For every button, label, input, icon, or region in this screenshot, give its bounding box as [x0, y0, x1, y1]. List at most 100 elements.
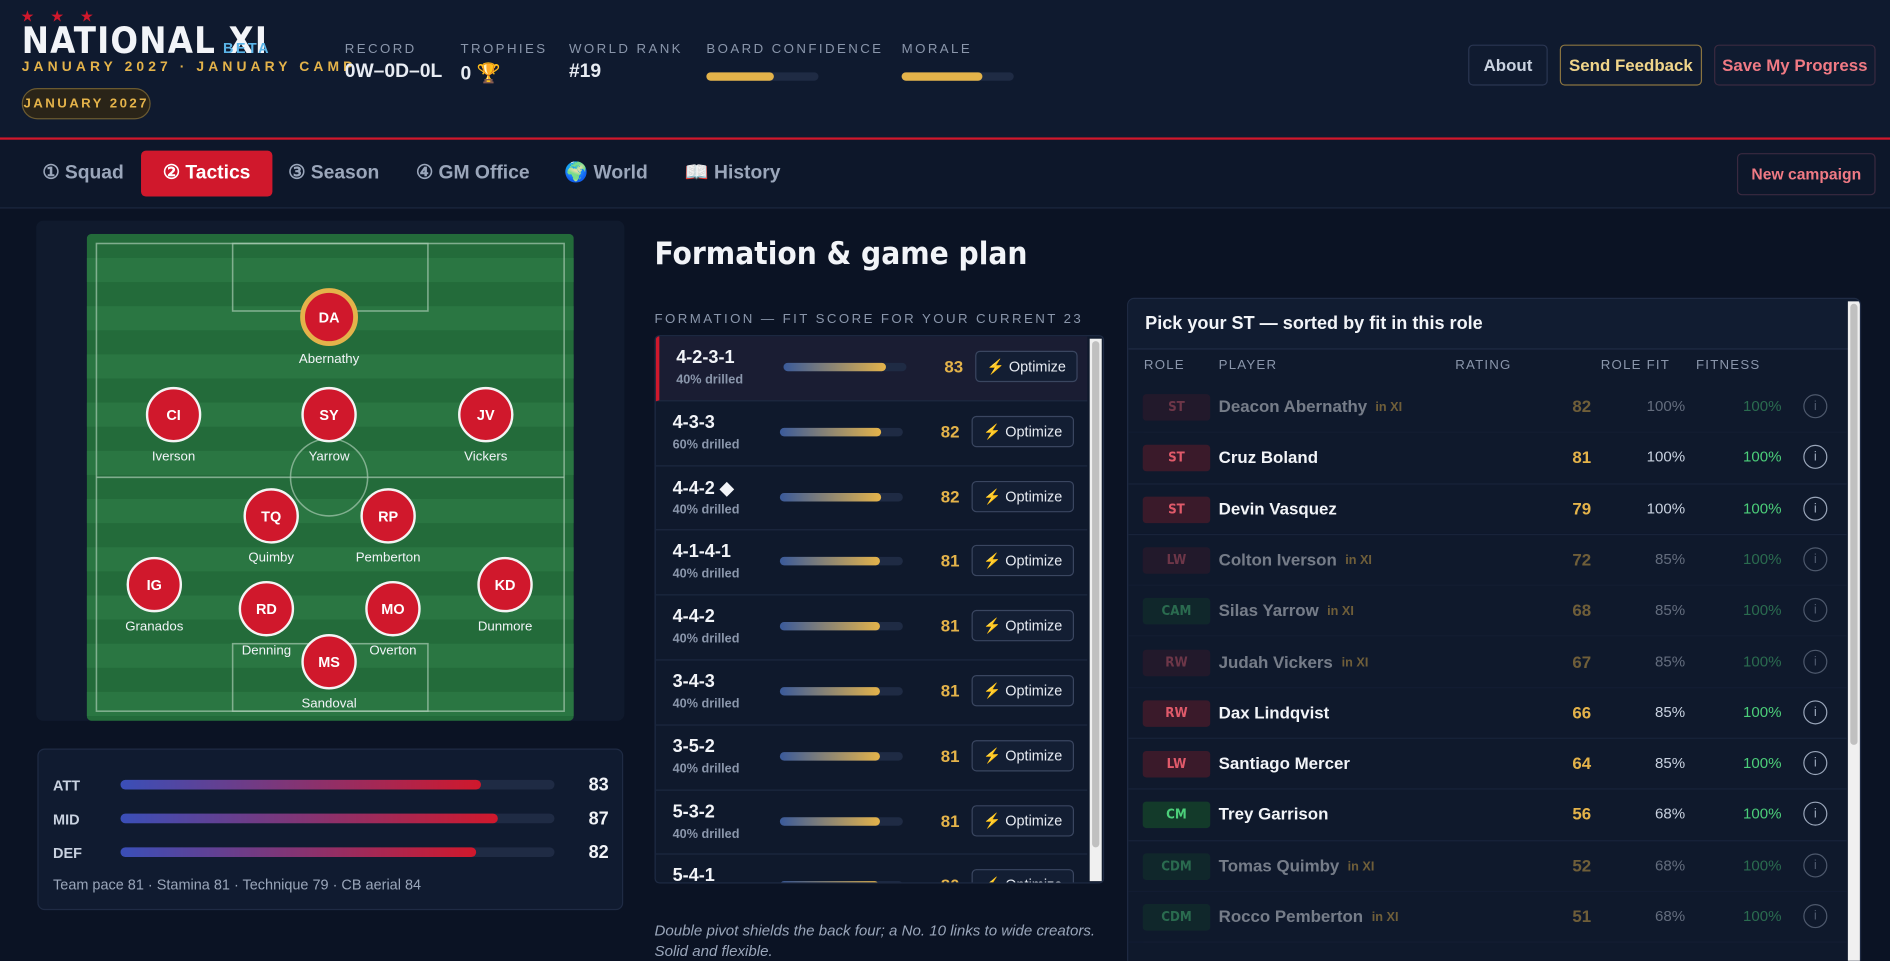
in-xi-tag: in XI [1327, 604, 1354, 619]
in-xi-tag: in XI [1345, 553, 1372, 568]
player-name: Deacon Abernathy [1218, 396, 1368, 416]
info-button[interactable]: i [1803, 496, 1828, 521]
formation-row[interactable]: 4-4-2 40% drilled 81 ⚡ Optimize [655, 596, 1088, 661]
formation-row[interactable]: 4-4-2 ◆ 40% drilled 82 ⚡ Optimize [655, 466, 1088, 531]
info-button[interactable]: i [1803, 853, 1828, 878]
formation-name: 5-4-1 [672, 865, 715, 884]
player-row[interactable]: LW Colton Iverson in XI 72 85% 100% i [1128, 535, 1847, 587]
player-rating: 81 [1572, 447, 1592, 467]
player-row[interactable]: ST Devin Vasquez 79 100% 100% i [1128, 484, 1847, 536]
in-xi-tag: in XI [1375, 400, 1403, 415]
nav-tab[interactable]: ① Squad [42, 162, 124, 184]
info-button[interactable]: i [1803, 445, 1828, 470]
role-badge: CDM [1142, 853, 1211, 880]
player-row[interactable]: CDM Tomas Quimby in XI 52 68% 100% i [1128, 841, 1847, 892]
fit-track [779, 751, 903, 761]
info-button[interactable]: i [1803, 751, 1828, 776]
fit-bar [779, 881, 879, 883]
formation-name: 3-5-2 [672, 736, 715, 757]
role-fit: 85% [1654, 703, 1686, 721]
formation-name: 5-3-2 [672, 801, 715, 822]
pitch: DA Abernathy CI Iverson SY Yarrow JV Vickers TQ Q… [86, 233, 574, 721]
player-name: Denning [242, 643, 291, 658]
player-row[interactable]: CM Trey Garrison 56 68% 100% i [1128, 790, 1847, 841]
strength-note: Team pace 81 · Stamina 81 · Technique 79… [53, 876, 422, 894]
player-token [477, 556, 533, 613]
player-row[interactable]: RW Dax Lindqvist 66 85% 100% i [1128, 688, 1847, 740]
info-button[interactable]: i [1803, 547, 1828, 572]
header-button[interactable]: About [1468, 44, 1548, 86]
player-name: Abernathy [299, 351, 360, 366]
fitness: 100% [1743, 856, 1782, 874]
section-label: FORMATION — FIT SCORE FOR YOUR CURRENT 2… [654, 312, 1084, 327]
formation-drilled: 40% drilled [672, 567, 740, 582]
optimize-button[interactable]: ⚡ Optimize [971, 739, 1075, 772]
optimize-button[interactable]: ⚡ Optimize [971, 480, 1075, 512]
optimize-button[interactable]: ⚡ Optimize [971, 804, 1075, 837]
player-name: Tomas Quimby [1218, 855, 1340, 875]
picker-title: Pick your ST — sorted by fit in this rol… [1145, 313, 1483, 334]
nav-tab[interactable]: 📖 History [684, 162, 781, 184]
fit-bar [779, 751, 880, 761]
picker-header [1128, 298, 1860, 350]
formation-row[interactable]: 4-1-4-1 40% drilled 81 ⚡ Optimize [655, 531, 1088, 596]
player-row[interactable]: CAM Silas Yarrow in XI 68 85% 100% i [1128, 586, 1847, 638]
player-rating: 79 [1572, 498, 1592, 518]
player-name: Granados [125, 618, 184, 633]
player-name: Judah Vickers [1218, 651, 1333, 671]
player-token [301, 386, 357, 443]
optimize-button[interactable]: ⚡ Optimize [971, 869, 1075, 883]
optimize-button[interactable]: ⚡ Optimize [975, 350, 1078, 383]
scrollbar-thumb [1092, 341, 1100, 848]
in-xi-tag: in XI [1371, 910, 1399, 925]
fit-score: 81 [940, 681, 960, 701]
player-name: Vickers [464, 448, 508, 463]
player-row[interactable]: CDM Rocco Pemberton in XI 51 68% 100% i [1128, 892, 1847, 943]
header-button[interactable]: Save My Progress [1714, 44, 1876, 86]
header-button[interactable]: Send Feedback [1559, 44, 1703, 86]
role-fit: 85% [1654, 601, 1686, 619]
fit-score: 81 [940, 551, 960, 571]
player-name: Iverson [152, 448, 195, 463]
formation-row[interactable]: 4-3-3 60% drilled 82 ⚡ Optimize [655, 401, 1088, 467]
optimize-button[interactable]: ⚡ Optimize [971, 545, 1075, 577]
player-initials: CI [166, 408, 180, 424]
info-button[interactable]: i [1803, 802, 1828, 827]
formation-row[interactable]: 3-4-3 40% drilled 81 ⚡ Optimize [655, 661, 1088, 726]
fitness: 100% [1743, 805, 1782, 823]
role-fit: 85% [1654, 550, 1686, 568]
info-button[interactable]: i [1803, 649, 1828, 674]
strength-track [120, 813, 555, 824]
nav-tab[interactable]: 🌍 World [564, 162, 648, 184]
new-campaign-button[interactable]: New campaign [1736, 153, 1876, 196]
optimize-button[interactable]: ⚡ Optimize [971, 675, 1075, 707]
stat-label: TROPHIES [460, 42, 548, 57]
player-row[interactable]: LW Santiago Mercer 64 85% 100% i [1128, 739, 1847, 791]
formation-row[interactable]: 4-2-3-1 40% drilled 83 ⚡ Optimize [655, 336, 1088, 402]
info-button[interactable]: i [1803, 700, 1828, 725]
player-row[interactable]: RW Judah Vickers in XI 67 85% 100% i [1128, 637, 1847, 689]
nav-tab[interactable]: ③ Season [288, 162, 380, 184]
player-initials: TQ [261, 509, 281, 525]
optimize-button[interactable]: ⚡ Optimize [971, 415, 1075, 447]
info-button[interactable]: i [1803, 394, 1828, 419]
info-button[interactable]: i [1803, 904, 1828, 929]
nav-tab[interactable]: ② Tactics [141, 150, 273, 197]
stat-label: MORALE [901, 42, 973, 57]
formation-drilled: 40% drilled [672, 696, 740, 712]
player-name: Pemberton [356, 550, 421, 565]
info-button[interactable]: i [1803, 598, 1828, 623]
nav-tab[interactable]: ④ GM Office [415, 162, 530, 184]
formation-row[interactable]: 3-5-2 40% drilled 81 ⚡ Optimize [655, 725, 1088, 791]
fit-score: 81 [940, 810, 960, 831]
formation-row[interactable]: 5-4-140% drilled80⚡ Optimize [656, 855, 1088, 883]
player-row[interactable]: ST Cruz Boland 81 100% 100% i [1128, 433, 1847, 485]
role-badge: ST [1142, 394, 1211, 421]
fit-score: 81 [940, 616, 960, 636]
player-row[interactable]: ST Deacon Abernathy in XI 82 100% 100% i [1128, 382, 1847, 434]
formation-row[interactable]: 5-3-2 40% drilled 81 ⚡ Optimize [655, 790, 1088, 856]
stat-label: BOARD CONFIDENCE [706, 42, 884, 57]
optimize-button[interactable]: ⚡ Optimize [971, 610, 1075, 642]
strength-value: 87 [588, 808, 609, 830]
role-badge: ST [1142, 496, 1211, 523]
